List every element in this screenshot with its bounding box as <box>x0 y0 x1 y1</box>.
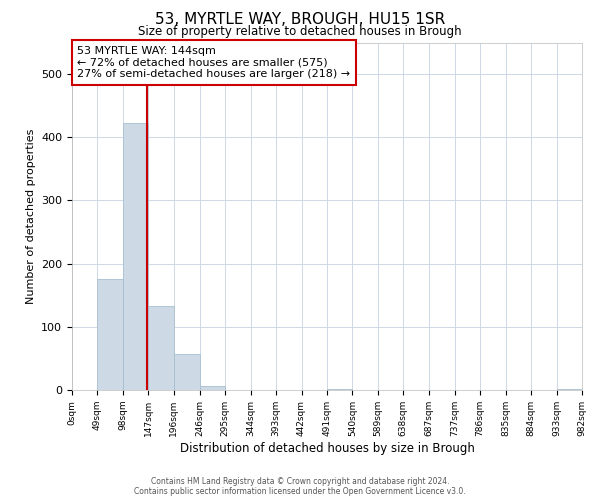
Bar <box>123 124 148 390</box>
Bar <box>557 388 582 390</box>
Text: 53, MYRTLE WAY, BROUGH, HU15 1SR: 53, MYRTLE WAY, BROUGH, HU15 1SR <box>155 12 445 28</box>
Bar <box>200 386 225 390</box>
Y-axis label: Number of detached properties: Number of detached properties <box>26 128 35 304</box>
Bar <box>327 388 352 390</box>
Bar <box>148 306 174 390</box>
Text: Contains HM Land Registry data © Crown copyright and database right 2024.
Contai: Contains HM Land Registry data © Crown c… <box>134 476 466 496</box>
Text: 53 MYRTLE WAY: 144sqm
← 72% of detached houses are smaller (575)
27% of semi-det: 53 MYRTLE WAY: 144sqm ← 72% of detached … <box>77 46 350 79</box>
Bar <box>174 354 200 390</box>
X-axis label: Distribution of detached houses by size in Brough: Distribution of detached houses by size … <box>179 442 475 454</box>
Bar <box>97 280 123 390</box>
Text: Size of property relative to detached houses in Brough: Size of property relative to detached ho… <box>138 25 462 38</box>
